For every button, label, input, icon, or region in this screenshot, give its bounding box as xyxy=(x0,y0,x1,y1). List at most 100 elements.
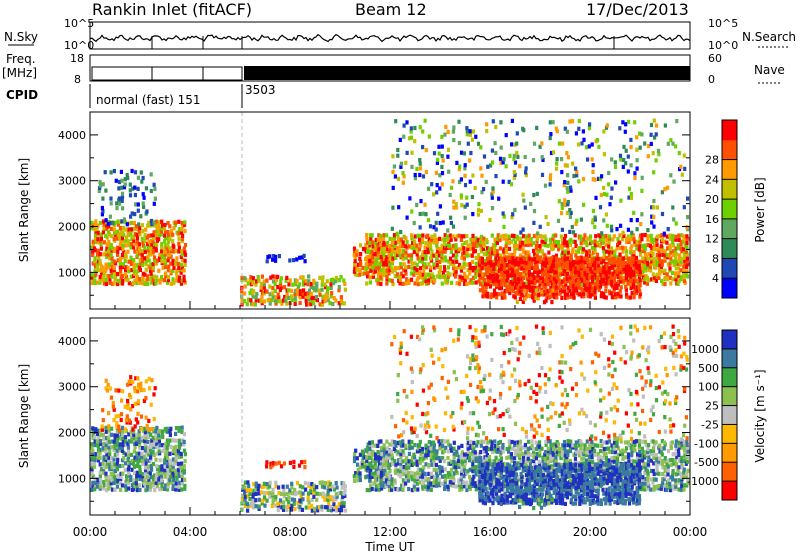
heatmap-cell xyxy=(407,451,411,456)
heatmap-cell xyxy=(382,455,386,460)
heatmap-cell xyxy=(521,299,525,304)
heatmap-cell xyxy=(568,208,572,213)
heatmap-cell xyxy=(516,442,520,447)
heatmap-cell xyxy=(96,223,100,228)
heatmap-cell xyxy=(352,253,356,258)
heatmap-cell xyxy=(474,487,478,492)
heatmap-cell xyxy=(565,276,569,281)
heatmap-cell xyxy=(629,250,633,255)
heatmap-cell xyxy=(301,491,305,496)
heatmap-cell xyxy=(132,487,136,492)
heatmap-cell xyxy=(679,259,683,265)
heatmap-cell xyxy=(471,173,475,178)
heatmap-cell xyxy=(502,266,506,272)
heatmap-cell xyxy=(674,221,678,226)
heatmap-cell xyxy=(142,387,146,393)
heatmap-cell xyxy=(615,269,619,274)
heatmap-cell xyxy=(452,265,456,271)
heatmap-cell xyxy=(391,442,395,447)
heatmap-cell xyxy=(473,481,477,486)
heatmap-cell xyxy=(131,404,135,409)
heatmap-cell xyxy=(626,265,630,270)
heatmap-cell xyxy=(566,246,570,251)
heatmap-cell xyxy=(412,461,416,466)
heatmap-cell xyxy=(274,503,278,508)
heatmap-cell xyxy=(293,506,297,512)
heatmap-cell xyxy=(588,270,592,275)
heatmap-cell xyxy=(166,230,170,235)
heatmap-cell xyxy=(591,263,595,268)
heatmap-cell xyxy=(93,481,97,486)
heatmap-cell xyxy=(522,259,526,264)
heatmap-cell xyxy=(369,236,373,241)
heatmap-cell xyxy=(135,274,139,280)
heatmap-cell xyxy=(160,226,164,231)
heatmap-cell xyxy=(158,443,162,448)
heatmap-cell xyxy=(243,276,247,281)
heatmap-cell xyxy=(435,468,439,473)
heatmap-cell xyxy=(304,291,308,296)
heatmap-cell xyxy=(661,281,665,286)
heatmap-cell xyxy=(126,441,130,446)
heatmap-cell xyxy=(440,465,444,470)
heatmap-cell xyxy=(393,459,397,464)
heatmap-cell xyxy=(424,272,428,277)
heatmap-cell xyxy=(624,249,629,254)
heatmap-cell xyxy=(657,252,662,257)
heatmap-cell xyxy=(674,237,678,242)
heatmap-cell xyxy=(166,484,170,489)
heatmap-cell xyxy=(415,449,419,454)
heatmap-cell xyxy=(579,286,583,291)
heatmap-cell xyxy=(379,480,383,485)
heatmap-cell xyxy=(459,195,463,200)
heatmap-cell xyxy=(588,253,592,258)
heatmap-cell xyxy=(245,501,250,506)
heatmap-cell xyxy=(579,237,583,242)
heatmap-cell xyxy=(98,462,102,467)
heatmap-cell xyxy=(259,287,263,292)
heatmap-cell xyxy=(569,185,573,190)
heatmap-cell xyxy=(293,301,297,306)
heatmap-cell xyxy=(183,459,187,464)
heatmap-cell xyxy=(175,256,179,261)
heatmap-cell xyxy=(484,456,488,461)
heatmap-cell xyxy=(335,485,339,490)
heatmap-cell xyxy=(126,405,130,410)
heatmap-cell xyxy=(417,237,422,242)
heatmap-cell xyxy=(105,483,109,488)
heatmap-cell xyxy=(99,232,103,237)
heatmap-cell xyxy=(165,445,169,450)
heatmap-cell xyxy=(176,261,180,266)
heatmap-cell xyxy=(91,249,95,254)
heatmap-cell xyxy=(502,276,506,281)
heatmap-cell xyxy=(106,382,110,387)
heatmap-cell xyxy=(437,483,442,488)
heatmap-cell xyxy=(129,407,133,412)
heatmap-cell xyxy=(471,212,475,217)
heatmap-cell xyxy=(569,284,573,289)
heatmap-cell xyxy=(569,281,573,286)
heatmap-cell xyxy=(589,234,593,239)
heatmap-cell xyxy=(683,255,687,260)
heatmap-cell xyxy=(605,263,609,268)
heatmap-cell xyxy=(580,294,584,299)
heatmap-cell xyxy=(593,289,597,294)
heatmap-cell xyxy=(377,271,381,276)
heatmap-cell xyxy=(523,442,527,448)
heatmap-cell xyxy=(560,261,564,266)
heatmap-cell xyxy=(601,240,606,245)
heatmap-cell xyxy=(146,446,151,451)
heatmap-cell xyxy=(380,483,384,488)
heatmap-cell xyxy=(674,258,678,263)
heatmap-cell xyxy=(654,247,658,252)
heatmap-cell xyxy=(513,272,517,277)
heatmap-cell xyxy=(540,289,544,294)
heatmap-cell xyxy=(111,439,115,444)
heatmap-cell xyxy=(426,487,430,492)
heatmap-cell xyxy=(251,279,255,284)
heatmap-cell xyxy=(98,439,102,444)
heatmap-cell xyxy=(601,273,605,278)
heatmap-cell xyxy=(168,478,172,483)
heatmap-cell xyxy=(451,253,456,258)
heatmap-cell xyxy=(395,272,399,277)
